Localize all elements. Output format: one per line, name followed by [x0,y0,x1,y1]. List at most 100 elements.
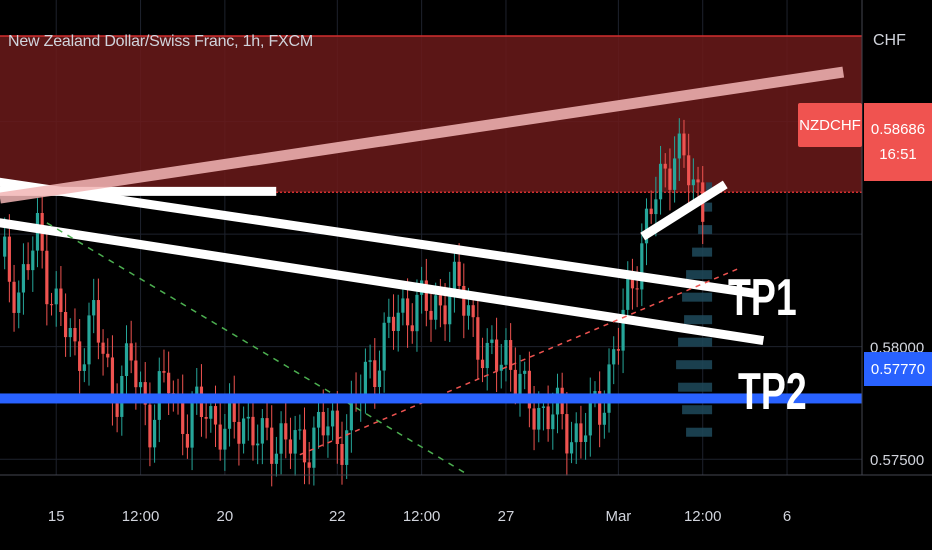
candle-body [673,158,677,190]
candle-body [696,179,700,183]
candle-body [616,349,620,351]
candle-body [3,236,7,257]
candle-body [658,163,663,200]
candle-body [565,414,569,454]
candle-body [307,462,311,468]
candle-body [434,295,438,320]
candle-body [185,433,189,448]
candle-body [424,280,428,311]
volume-profile-bar [682,292,713,302]
candle-body [232,397,236,422]
candle-body [551,414,555,430]
candle-body [429,310,433,320]
candle-body [242,418,246,444]
volume-profile-bar [706,182,713,192]
candle-body [546,406,550,430]
candle-body [152,419,157,448]
candle-body [270,427,274,464]
candle-body [227,397,232,429]
candle-body [387,316,391,323]
candle-body [682,133,686,156]
resistance-zone [0,36,862,193]
time-tick-label: 22 [329,508,346,525]
candle-body [167,372,171,394]
candle-body [92,300,96,316]
time-tick-label: 12:00 [684,508,722,525]
candle-body [209,406,213,419]
candle-body [438,295,442,306]
candle-body [607,364,611,413]
candle-body [396,312,400,331]
candle-body [345,430,349,465]
candle-body [448,291,452,325]
candle-body [63,311,68,338]
candle-body [612,349,616,365]
candle-body [87,315,91,365]
candle-body [363,361,368,396]
candle-body [462,285,466,316]
candle-body [476,317,480,360]
candle-body [602,412,606,425]
candle-body [26,264,30,271]
chart-title: New Zealand Dollar/Swiss Franc, 1h, FXCM [8,33,313,50]
candle-body [518,373,522,395]
candle-body [691,179,695,186]
candle-body [377,370,382,388]
candle-body [485,342,489,369]
volume-profile-bar [692,247,713,257]
candle-body [237,421,241,444]
candle-body [31,250,35,271]
candle-body [101,342,105,354]
candle-body [49,304,54,306]
candle-body [677,133,681,159]
candle-body [138,382,143,388]
last-price-value: 0.58686 [870,121,926,138]
candle-body [326,426,330,436]
candle-body [541,406,546,408]
time-tick-label: 6 [783,508,791,525]
tp1-label: TP1 [728,269,797,327]
volume-profile-bar [682,405,713,415]
time-tick-label: 27 [498,508,515,525]
candle-body [143,382,147,405]
time-tick-label: 12:00 [122,508,160,525]
volume-profile-bar [678,382,713,392]
trendline-ceiling [0,66,845,204]
candle-body [382,322,386,371]
candle-body [298,429,302,431]
candle-body [17,292,21,313]
candle-body [54,288,58,305]
candle-body [373,360,377,388]
candle-body [574,423,578,443]
candle-body [494,339,499,371]
currency-label: CHF [873,32,906,49]
symbol-tag: NZDCHF [798,103,862,147]
candle-body [335,410,339,444]
candle-body [523,370,527,374]
candle-body [59,288,63,312]
candle-body [687,155,691,186]
candle-body [78,341,82,371]
candle-body [621,309,625,351]
candle-body [213,406,218,425]
candle-body [480,359,485,369]
candle-body [106,353,110,358]
candle-body [663,163,667,169]
trendline-upper-channel [0,177,755,298]
volume-profile-bar [686,427,713,437]
candle-body [256,443,260,446]
candle-body [162,371,166,373]
candle-body [630,274,635,289]
candle-body [509,340,513,370]
candle-body [471,305,475,318]
candle-body [466,305,471,316]
candle-body [274,453,279,464]
candle-body [293,430,297,454]
time-tick-label: Mar [605,508,631,525]
candle-body [124,343,129,377]
candle-body [321,411,325,436]
candle-body [640,243,644,290]
candle-body [598,391,602,425]
candle-body [527,370,531,409]
